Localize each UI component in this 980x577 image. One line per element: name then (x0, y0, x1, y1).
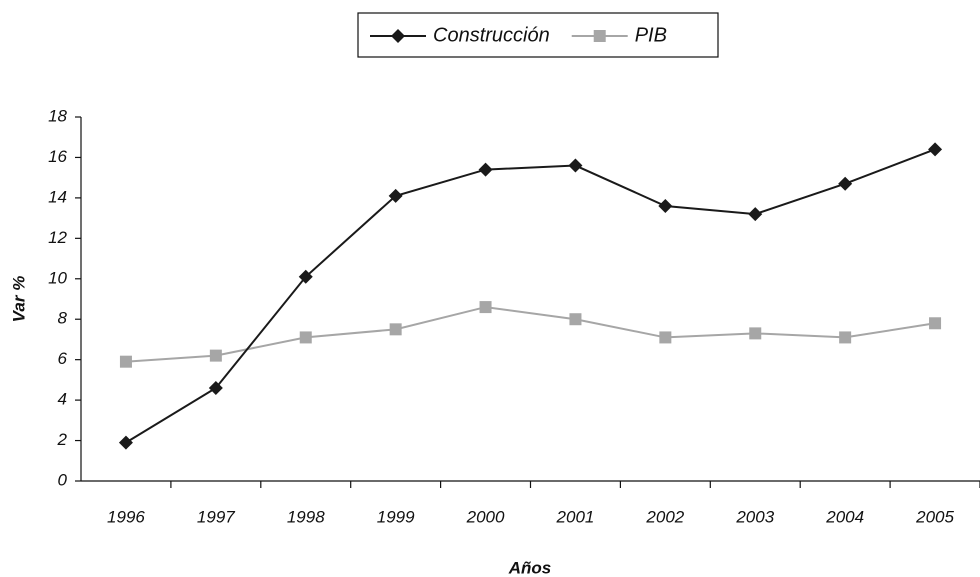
data-point (749, 327, 762, 340)
y-tick-label: 14 (48, 187, 67, 206)
y-tick-label: 8 (58, 309, 68, 328)
legend-label: Construcción (433, 24, 550, 46)
series-line (125, 306, 936, 363)
legend-marker (391, 29, 405, 43)
y-axis-label: Var % (9, 276, 28, 323)
data-point (479, 301, 492, 314)
y-tick-label: 4 (58, 390, 67, 409)
legend-marker (593, 30, 606, 42)
x-axis-label: Años (508, 558, 552, 577)
data-point (208, 380, 223, 395)
x-tick-label: 2001 (556, 507, 595, 526)
data-point (568, 158, 583, 173)
x-tick-label: 1997 (197, 507, 235, 526)
x-tick-label: 2003 (735, 507, 774, 526)
y-tick-label: 16 (48, 147, 67, 166)
x-tick-label: 2002 (645, 507, 684, 526)
y-tick-label: 18 (48, 106, 67, 125)
x-tick-label: 2005 (915, 507, 954, 526)
series-line (125, 148, 936, 444)
data-point (569, 313, 582, 326)
y-tick-label: 10 (48, 268, 67, 287)
x-tick-label: 2004 (825, 507, 864, 526)
data-point (748, 207, 763, 222)
data-point (298, 269, 313, 284)
data-point (119, 355, 132, 368)
y-tick-label: 12 (48, 228, 67, 247)
x-tick-label: 1996 (107, 507, 145, 526)
y-tick-label: 0 (58, 470, 68, 489)
x-tick-label: 2000 (466, 507, 505, 526)
data-point (388, 188, 403, 203)
data-point (838, 176, 853, 191)
data-point (299, 331, 312, 344)
data-point (839, 331, 852, 344)
legend-label: PIB (635, 24, 667, 46)
data-point (118, 435, 133, 450)
data-point (658, 198, 673, 213)
data-point (478, 162, 493, 177)
data-point (928, 142, 943, 157)
data-point (929, 317, 942, 330)
data-point (659, 331, 672, 344)
x-tick-label: 1999 (377, 507, 415, 526)
x-tick-label: 1998 (287, 507, 325, 526)
data-point (209, 349, 222, 362)
y-tick-label: 2 (57, 430, 68, 449)
data-point (389, 323, 402, 336)
y-tick-label: 6 (58, 349, 68, 368)
